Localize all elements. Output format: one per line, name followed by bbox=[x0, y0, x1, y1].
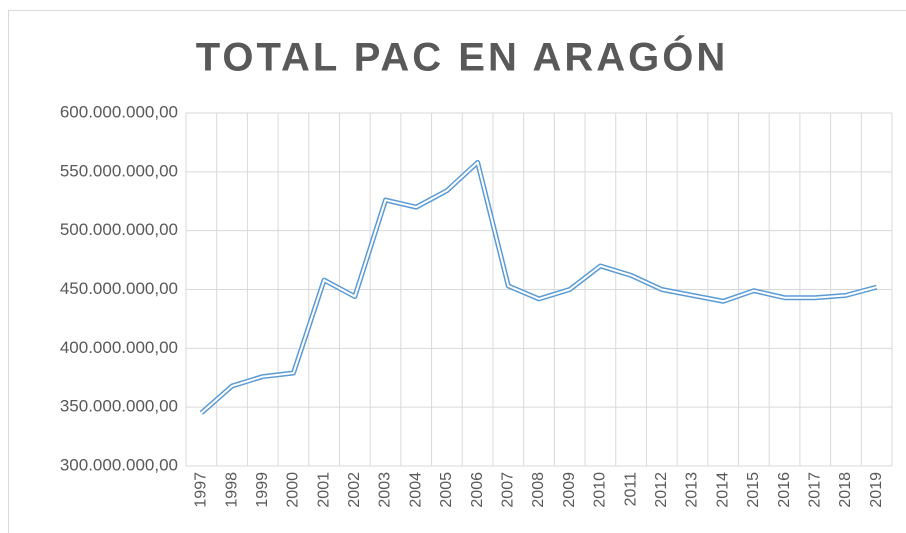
x-tick-label: 2016 bbox=[776, 472, 793, 508]
line-series-inner bbox=[200, 161, 877, 414]
x-tick-label: 2001 bbox=[315, 472, 332, 508]
y-tick-label: 450.000.000,00 bbox=[60, 279, 178, 298]
x-tick-label: 1998 bbox=[223, 472, 240, 508]
x-tick-label: 2005 bbox=[438, 472, 455, 508]
x-tick-label: 2018 bbox=[837, 472, 854, 508]
y-tick-label: 400.000.000,00 bbox=[60, 338, 178, 357]
x-tick-label: 2004 bbox=[407, 472, 424, 508]
x-tick-label: 2012 bbox=[653, 472, 670, 508]
x-tick-label: 2009 bbox=[561, 472, 578, 508]
chart-title: TOTAL PAC EN ARAGÓN bbox=[196, 34, 729, 80]
x-tick-label: 1997 bbox=[193, 472, 210, 508]
y-tick-label: 550.000.000,00 bbox=[60, 161, 178, 180]
x-tick-label: 2013 bbox=[684, 472, 701, 508]
x-tick-label: 1999 bbox=[254, 472, 271, 508]
x-tick-label: 2017 bbox=[806, 472, 823, 508]
y-tick-label: 500.000.000,00 bbox=[60, 220, 178, 239]
x-tick-label: 2011 bbox=[622, 472, 639, 507]
x-tick-label: 2007 bbox=[500, 472, 517, 508]
y-tick-label: 300.000.000,00 bbox=[60, 455, 178, 474]
x-tick-label: 2002 bbox=[346, 472, 363, 508]
x-tick-label: 2008 bbox=[530, 472, 547, 508]
x-tick-label: 2015 bbox=[745, 472, 762, 508]
y-tick-label: 600.000.000,00 bbox=[60, 102, 178, 121]
x-tick-label: 2010 bbox=[592, 472, 609, 508]
y-tick-label: 350.000.000,00 bbox=[60, 397, 178, 416]
x-tick-label: 2014 bbox=[714, 472, 731, 508]
x-tick-label: 2006 bbox=[469, 472, 486, 508]
chart-border bbox=[8, 10, 906, 533]
x-tick-label: 2019 bbox=[868, 472, 885, 508]
x-tick-label: 2003 bbox=[377, 472, 394, 508]
line-series bbox=[199, 159, 878, 415]
x-tick-label: 2000 bbox=[285, 472, 302, 508]
